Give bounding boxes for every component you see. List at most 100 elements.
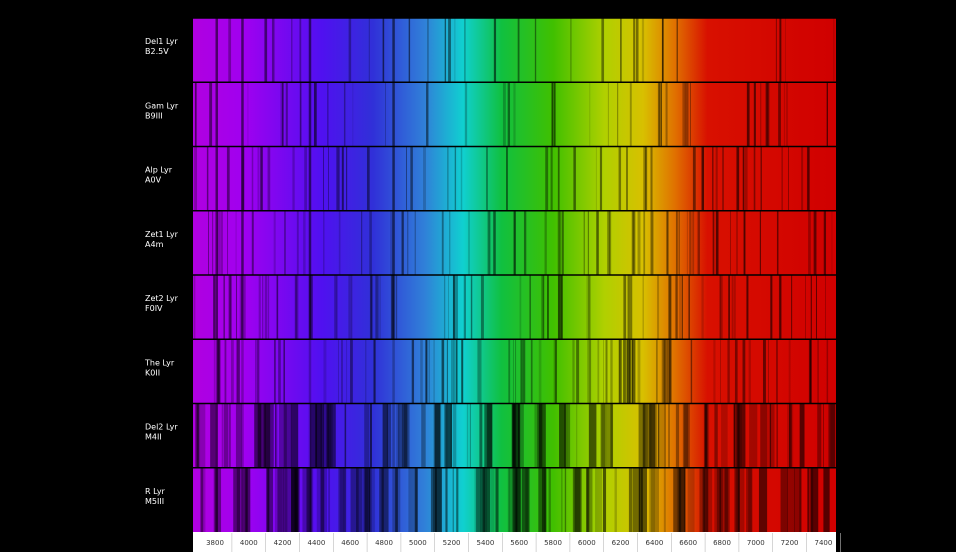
absorption-line — [218, 339, 221, 403]
absorption-line — [567, 404, 570, 468]
absorption-line — [590, 275, 591, 339]
tick-label: 4600 — [341, 539, 359, 547]
absorption-line — [558, 147, 560, 211]
absorption-line — [282, 82, 284, 146]
absorption-line — [339, 211, 341, 275]
absorption-line — [314, 82, 317, 146]
absorption-line — [444, 275, 445, 339]
absorption-line — [737, 211, 738, 275]
star-name: Zet1 Lyr — [145, 230, 179, 239]
absorption-line — [456, 468, 458, 532]
absorption-line — [277, 275, 279, 339]
spectrum — [193, 18, 836, 82]
absorption-line — [800, 404, 805, 468]
absorption-line — [448, 18, 451, 82]
absorption-line — [628, 339, 630, 403]
absorption-line — [586, 275, 588, 339]
absorption-line — [272, 18, 275, 82]
absorption-line — [531, 339, 533, 403]
absorption-line — [299, 18, 301, 82]
absorption-line — [345, 404, 347, 468]
balmer-line — [392, 468, 395, 532]
absorption-line — [676, 404, 679, 468]
absorption-line — [303, 211, 306, 275]
absorption-line — [824, 211, 826, 275]
absorption-line — [426, 82, 428, 146]
balmer-line — [309, 468, 312, 532]
absorption-line — [636, 18, 639, 82]
absorption-line — [255, 339, 256, 403]
absorption-line — [701, 275, 703, 339]
star-class: B2.5V — [145, 47, 169, 56]
absorption-line — [302, 468, 308, 532]
absorption-line — [596, 211, 599, 275]
absorption-line — [274, 339, 276, 403]
balmer-line — [216, 82, 219, 146]
absorption-line — [214, 339, 215, 403]
absorption-line — [767, 82, 769, 146]
star-label: Del1 LyrB2.5V — [145, 37, 178, 56]
absorption-line — [445, 468, 447, 532]
absorption-line — [817, 339, 819, 403]
absorption-line — [297, 211, 299, 275]
absorption-line — [363, 468, 368, 532]
absorption-line — [603, 468, 606, 532]
absorption-line — [587, 339, 588, 403]
absorption-line — [725, 468, 728, 532]
star-label: Gam LyrB9III — [145, 101, 179, 120]
absorption-line — [643, 211, 645, 275]
absorption-line — [256, 339, 259, 403]
absorption-line — [541, 275, 544, 339]
absorption-line — [433, 339, 434, 403]
absorption-line — [371, 275, 372, 339]
absorption-line — [584, 211, 585, 275]
absorption-line — [447, 147, 449, 211]
absorption-line — [828, 404, 835, 468]
absorption-line — [730, 211, 731, 275]
absorption-line — [817, 404, 821, 468]
balmer-line — [216, 339, 219, 403]
absorption-line — [321, 468, 325, 532]
absorption-line — [350, 275, 352, 339]
absorption-line — [630, 275, 632, 339]
absorption-line — [561, 275, 563, 339]
absorption-line — [727, 339, 729, 403]
absorption-line — [769, 404, 775, 468]
absorption-line — [456, 339, 458, 403]
absorption-line — [555, 339, 557, 403]
absorption-line — [268, 147, 271, 211]
absorption-line — [342, 339, 343, 403]
absorption-line — [549, 468, 551, 532]
absorption-line — [260, 147, 263, 211]
absorption-line — [503, 82, 506, 146]
absorption-line — [295, 275, 297, 339]
absorption-line — [280, 82, 281, 146]
absorption-line — [447, 339, 448, 403]
absorption-line — [587, 468, 593, 532]
spectrum — [193, 275, 836, 339]
absorption-line — [784, 82, 785, 146]
absorption-line — [535, 18, 536, 82]
absorption-line — [522, 468, 529, 532]
absorption-line — [664, 468, 666, 532]
absorption-line — [335, 275, 336, 339]
absorption-line — [561, 468, 563, 532]
absorption-line — [349, 18, 352, 82]
absorption-line — [379, 275, 380, 339]
absorption-line — [415, 211, 416, 275]
absorption-line — [603, 339, 604, 403]
absorption-line — [291, 404, 298, 468]
absorption-line — [682, 275, 683, 339]
absorption-line — [689, 211, 691, 275]
absorption-line — [300, 82, 302, 146]
absorption-line — [746, 468, 752, 532]
absorption-line — [794, 468, 801, 532]
absorption-line — [277, 468, 284, 532]
absorption-line — [743, 147, 745, 211]
absorption-line — [721, 275, 724, 339]
absorption-line — [373, 339, 375, 403]
absorption-line — [626, 147, 628, 211]
absorption-line — [259, 275, 261, 339]
absorption-line — [701, 147, 704, 211]
absorption-line — [453, 404, 456, 468]
